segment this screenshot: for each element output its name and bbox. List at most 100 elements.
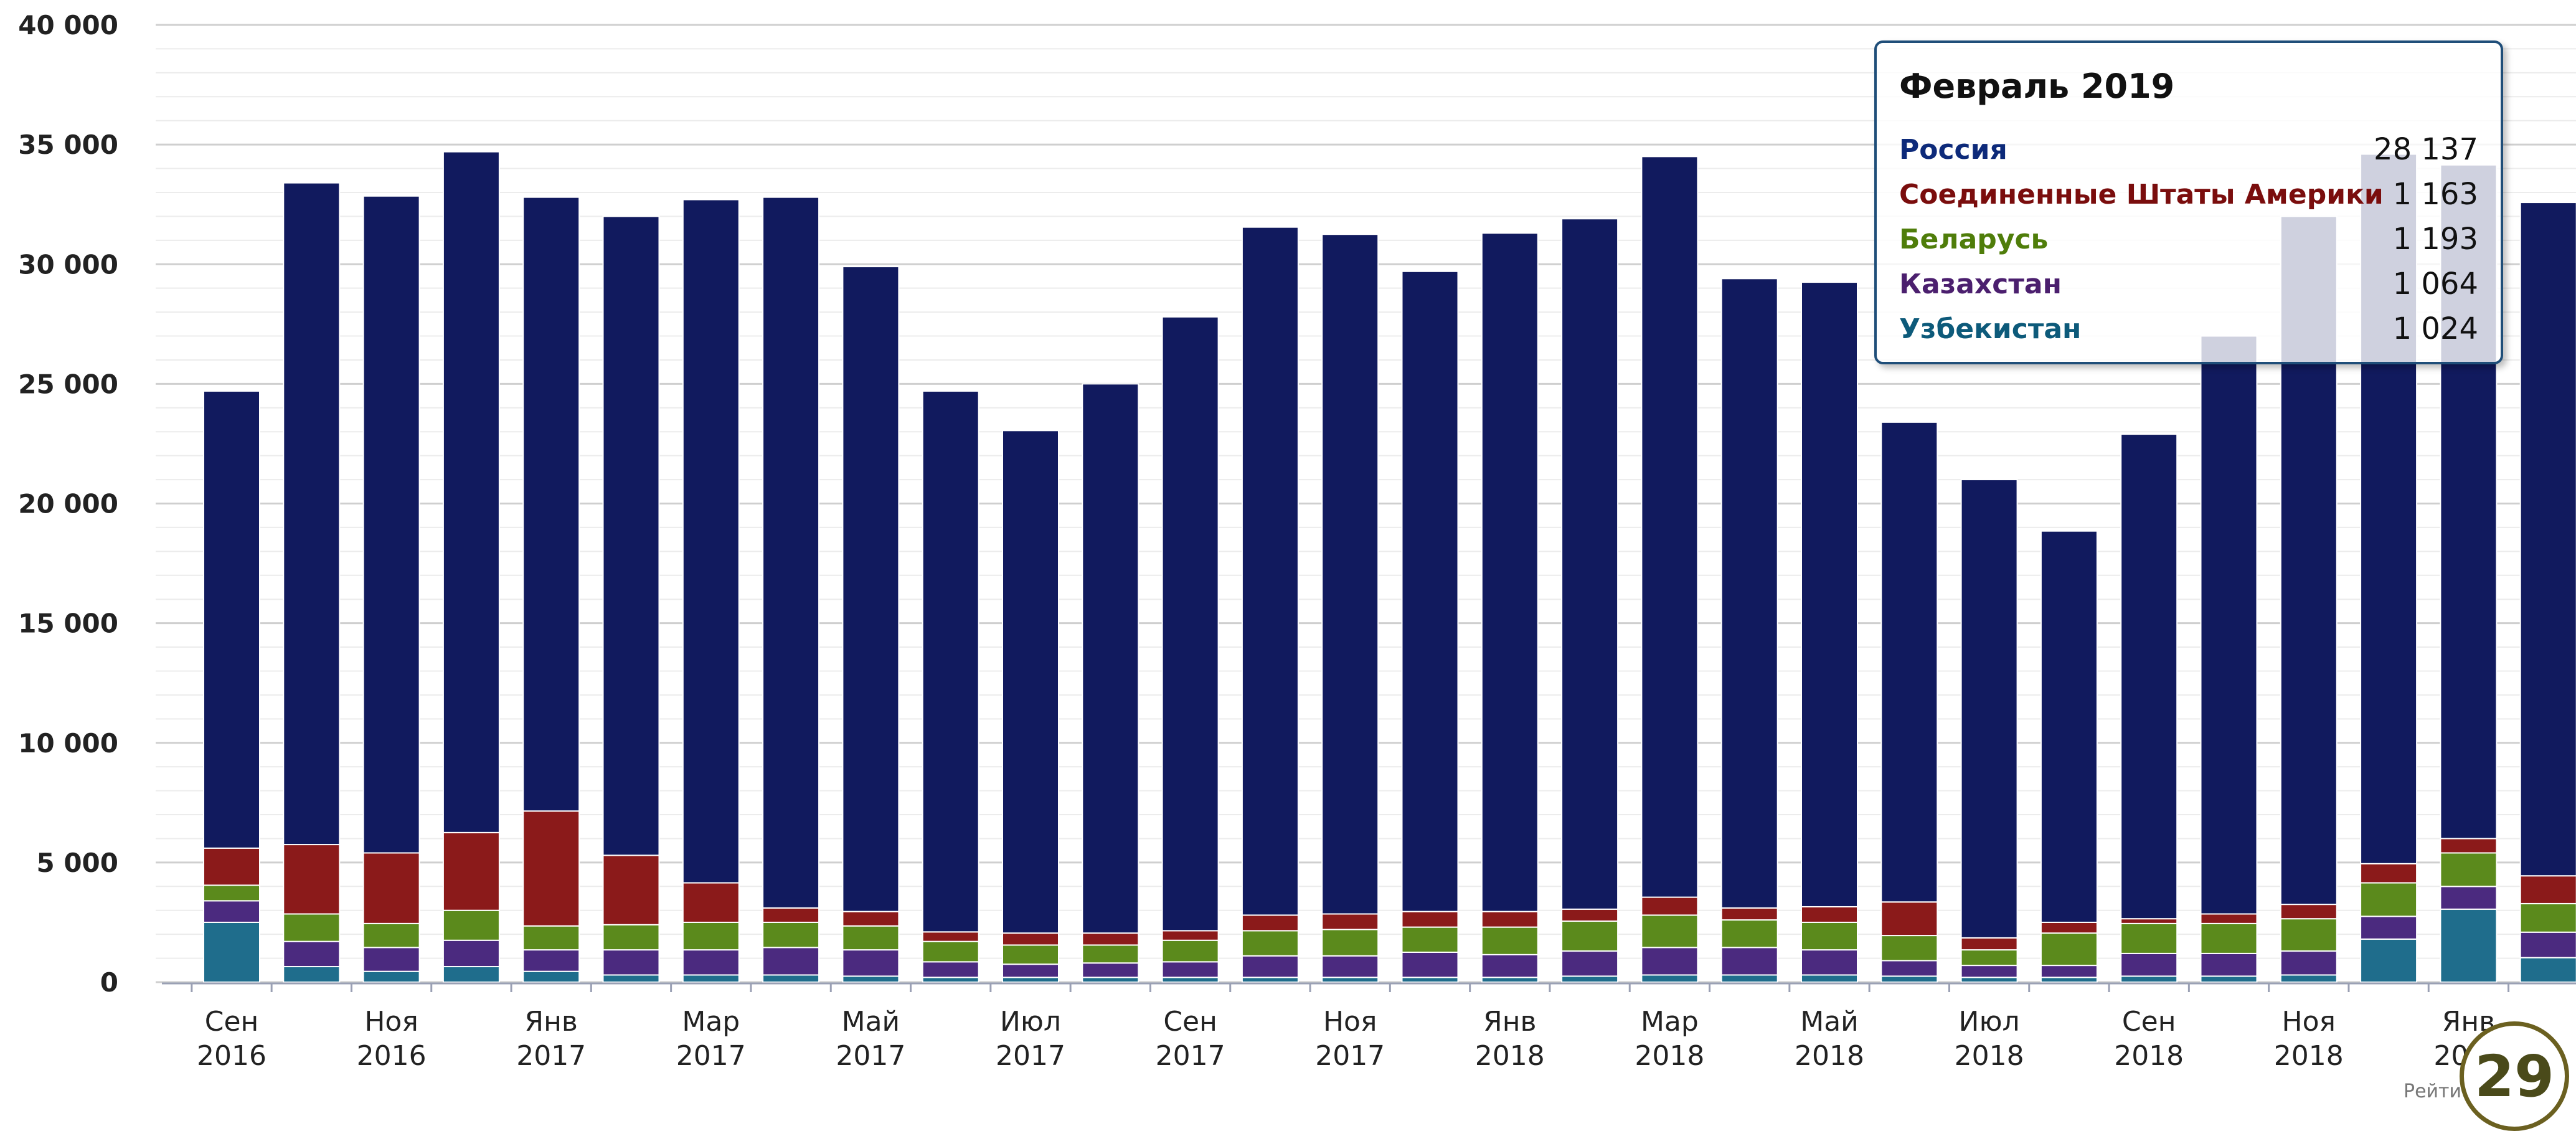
bar-segment[interactable]: [2040, 977, 2098, 983]
bar-segment[interactable]: [1720, 278, 1778, 909]
bar-segment[interactable]: [1321, 913, 1379, 930]
bar-segment[interactable]: [1880, 901, 1938, 937]
bar-segment[interactable]: [2360, 938, 2418, 983]
bar-segment[interactable]: [922, 961, 979, 978]
bar-segment[interactable]: [2360, 863, 2418, 884]
bar-segment[interactable]: [1002, 430, 1059, 934]
bar-segment[interactable]: [2200, 952, 2258, 977]
bar-segment[interactable]: [1241, 977, 1299, 983]
bar-segment[interactable]: [1880, 960, 1938, 977]
bar-segment[interactable]: [442, 831, 500, 911]
bar-segment[interactable]: [362, 970, 420, 983]
bar-segment[interactable]: [1641, 974, 1699, 983]
bar-segment[interactable]: [1002, 944, 1059, 965]
bar-segment[interactable]: [203, 390, 260, 849]
bar-segment[interactable]: [682, 921, 740, 951]
bar-segment[interactable]: [2120, 952, 2178, 977]
bar-segment[interactable]: [362, 852, 420, 924]
bar-segment[interactable]: [1401, 951, 1459, 978]
bar-segment[interactable]: [2040, 965, 2098, 978]
bar-segment[interactable]: [522, 810, 580, 927]
bar-segment[interactable]: [682, 974, 740, 983]
bar-segment[interactable]: [2200, 922, 2258, 954]
bar-segment[interactable]: [1161, 316, 1219, 932]
bar-segment[interactable]: [522, 949, 580, 972]
bar-segment[interactable]: [1481, 926, 1539, 955]
bar-segment[interactable]: [203, 900, 260, 923]
bar-segment[interactable]: [442, 966, 500, 983]
bar-segment[interactable]: [2200, 975, 2258, 983]
bar-segment[interactable]: [922, 931, 979, 942]
bar-segment[interactable]: [362, 947, 420, 972]
bar-segment[interactable]: [1241, 955, 1299, 978]
bar-segment[interactable]: [362, 195, 420, 854]
bar-segment[interactable]: [1801, 921, 1858, 951]
bar-segment[interactable]: [2120, 918, 2178, 924]
bar-segment[interactable]: [1401, 926, 1459, 953]
bar-segment[interactable]: [522, 925, 580, 951]
bar-segment[interactable]: [682, 882, 740, 923]
bar-segment[interactable]: [2280, 974, 2338, 983]
bar-segment[interactable]: [1002, 963, 1059, 978]
bar-segment[interactable]: [682, 949, 740, 976]
bar-segment[interactable]: [1720, 907, 1778, 921]
bar-segment[interactable]: [762, 974, 820, 983]
bar-segment[interactable]: [1241, 914, 1299, 932]
bar-segment[interactable]: [842, 925, 900, 951]
bar-segment[interactable]: [203, 847, 260, 886]
bar-segment[interactable]: [762, 947, 820, 976]
bar-segment[interactable]: [1161, 977, 1219, 983]
bar-segment[interactable]: [1641, 947, 1699, 976]
bar-segment[interactable]: [2120, 975, 2178, 983]
bar-segment[interactable]: [2280, 918, 2338, 952]
bar-segment[interactable]: [2040, 921, 2098, 934]
bar-segment[interactable]: [1720, 947, 1778, 976]
bar-segment[interactable]: [842, 266, 900, 912]
bar-segment[interactable]: [602, 949, 660, 976]
bar-segment[interactable]: [1321, 955, 1379, 978]
bar-segment[interactable]: [203, 921, 260, 983]
bar-segment[interactable]: [2280, 950, 2338, 976]
bar-segment[interactable]: [2440, 908, 2498, 983]
bar-segment[interactable]: [922, 940, 979, 963]
bar-segment[interactable]: [283, 966, 341, 983]
bar-segment[interactable]: [283, 913, 341, 942]
bar-segment[interactable]: [602, 974, 660, 983]
bar-segment[interactable]: [922, 390, 979, 933]
bar-segment[interactable]: [1561, 920, 1619, 952]
bar-segment[interactable]: [1641, 896, 1699, 916]
bar-segment[interactable]: [1641, 914, 1699, 949]
bar-segment[interactable]: [1082, 944, 1139, 964]
bar-segment[interactable]: [522, 970, 580, 983]
bar-segment[interactable]: [1321, 234, 1379, 915]
bar-segment[interactable]: [2519, 931, 2576, 958]
bar-segment[interactable]: [1161, 939, 1219, 963]
bar-segment[interactable]: [1002, 932, 1059, 946]
bar-segment[interactable]: [442, 909, 500, 941]
bar-segment[interactable]: [1082, 932, 1139, 946]
bar-segment[interactable]: [602, 924, 660, 951]
bar-segment[interactable]: [1401, 911, 1459, 928]
bar-segment[interactable]: [2440, 886, 2498, 910]
bar-segment[interactable]: [1960, 949, 2018, 967]
bar-segment[interactable]: [2120, 433, 2178, 920]
bar-segment[interactable]: [1561, 975, 1619, 983]
bar-segment[interactable]: [2519, 875, 2576, 904]
bar-segment[interactable]: [2519, 902, 2576, 933]
bar-segment[interactable]: [1880, 935, 1938, 962]
bar-segment[interactable]: [362, 922, 420, 949]
bar-segment[interactable]: [1082, 977, 1139, 983]
bar-segment[interactable]: [1321, 977, 1379, 983]
bar-segment[interactable]: [2360, 916, 2418, 940]
bar-segment[interactable]: [203, 884, 260, 902]
bar-segment[interactable]: [2040, 530, 2098, 923]
bar-segment[interactable]: [442, 151, 500, 833]
bar-segment[interactable]: [2200, 913, 2258, 924]
bar-segment[interactable]: [1960, 937, 2018, 951]
bar-segment[interactable]: [283, 940, 341, 968]
bar-segment[interactable]: [2360, 882, 2418, 917]
bar-segment[interactable]: [2280, 904, 2338, 920]
bar-segment[interactable]: [1880, 421, 1938, 903]
bar-segment[interactable]: [1561, 908, 1619, 922]
bar-segment[interactable]: [2519, 957, 2576, 983]
